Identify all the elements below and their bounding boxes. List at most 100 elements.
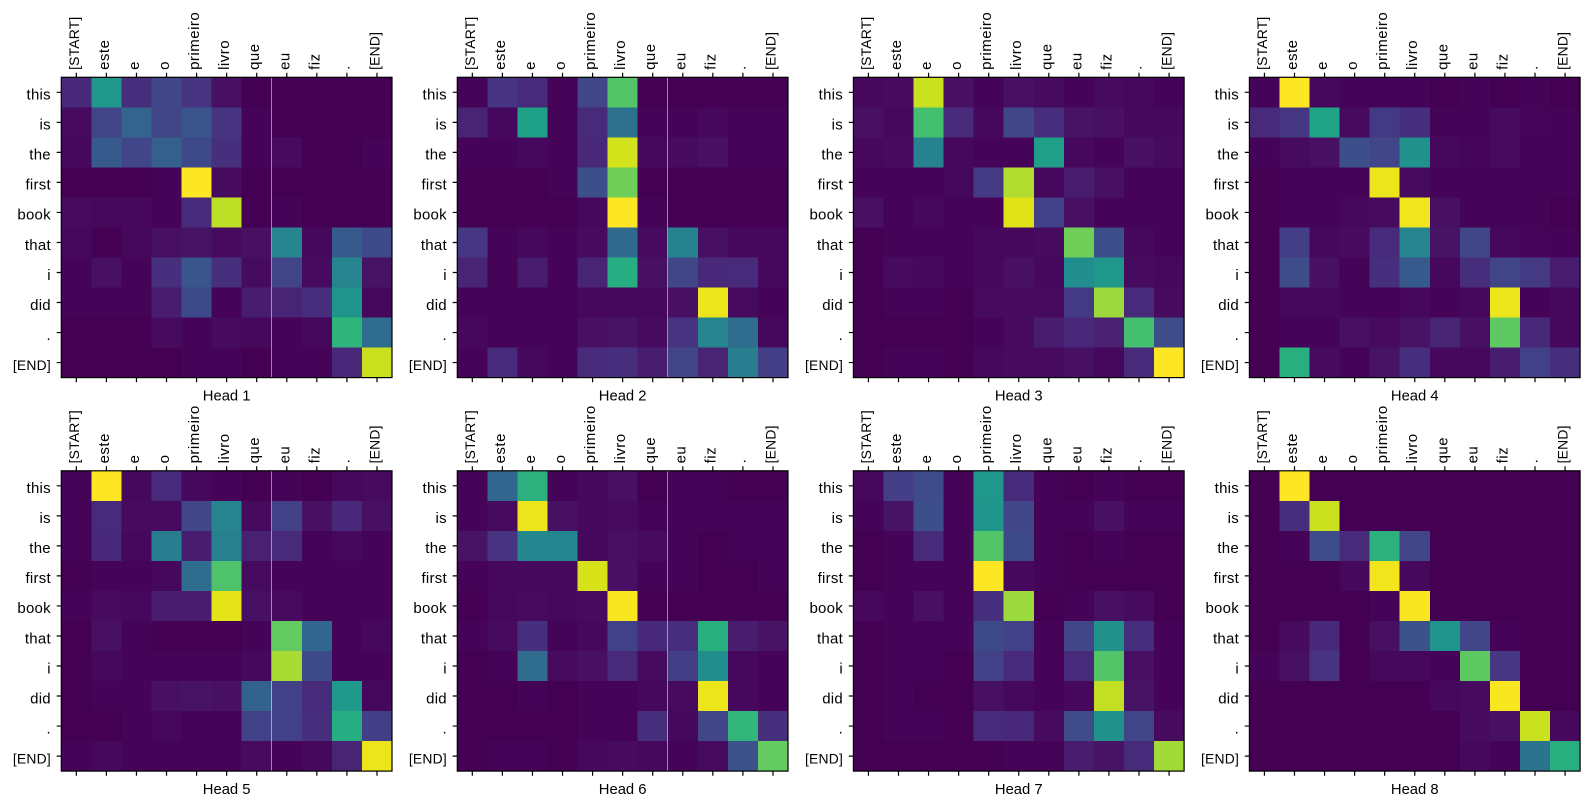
svg-text:[END]: [END] xyxy=(366,32,382,70)
svg-text:the: the xyxy=(425,147,447,164)
svg-text:o: o xyxy=(1344,61,1361,70)
svg-text:[START]: [START] xyxy=(1254,410,1270,463)
svg-text:[END]: [END] xyxy=(409,750,447,766)
svg-text:this: this xyxy=(1215,87,1239,104)
svg-text:[END]: [END] xyxy=(1201,357,1239,373)
svg-text:eu: eu xyxy=(276,52,293,70)
svg-text:fiz: fiz xyxy=(306,447,323,464)
svg-text:.: . xyxy=(1129,459,1146,464)
svg-text:e: e xyxy=(918,61,935,70)
svg-text:o: o xyxy=(948,61,965,70)
svg-text:first: first xyxy=(25,177,51,194)
svg-text:is: is xyxy=(832,510,843,527)
svg-text:e: e xyxy=(522,455,539,464)
svg-text:Head 2: Head 2 xyxy=(599,389,647,405)
svg-text:did: did xyxy=(30,297,51,314)
svg-text:that: that xyxy=(1213,237,1240,254)
svg-text:that: that xyxy=(421,237,448,254)
svg-text:this: this xyxy=(819,480,843,497)
svg-text:eu: eu xyxy=(1068,446,1085,464)
svg-text:e: e xyxy=(126,455,143,464)
svg-text:this: this xyxy=(423,480,447,497)
svg-text:i: i xyxy=(1235,267,1239,284)
svg-text:este: este xyxy=(96,433,113,463)
svg-text:Head 3: Head 3 xyxy=(995,389,1043,405)
svg-text:Head 5: Head 5 xyxy=(203,782,251,798)
svg-text:livro: livro xyxy=(1008,40,1025,70)
svg-text:.: . xyxy=(336,459,353,464)
svg-text:i: i xyxy=(1235,660,1239,677)
svg-text:book: book xyxy=(809,600,843,617)
svg-text:livro: livro xyxy=(612,40,629,70)
svg-text:[END]: [END] xyxy=(409,357,447,373)
svg-text:[START]: [START] xyxy=(462,17,478,70)
svg-text:the: the xyxy=(821,540,843,557)
svg-text:eu: eu xyxy=(276,446,293,464)
svg-text:livro: livro xyxy=(1008,433,1025,463)
svg-text:first: first xyxy=(421,177,447,194)
svg-text:primeiro: primeiro xyxy=(1374,12,1391,70)
svg-text:did: did xyxy=(426,297,447,314)
svg-text:this: this xyxy=(1215,480,1239,497)
svg-text:the: the xyxy=(425,540,447,557)
svg-text:fiz: fiz xyxy=(1494,53,1511,70)
svg-text:that: that xyxy=(421,630,448,647)
svg-text:first: first xyxy=(818,570,844,587)
svg-text:first: first xyxy=(1214,177,1240,194)
svg-text:[END]: [END] xyxy=(1159,32,1175,70)
svg-text:[START]: [START] xyxy=(1254,17,1270,70)
svg-text:the: the xyxy=(1217,147,1239,164)
svg-text:that: that xyxy=(1213,630,1240,647)
svg-text:.: . xyxy=(732,65,749,70)
svg-text:is: is xyxy=(436,510,447,527)
svg-text:.: . xyxy=(442,720,446,737)
svg-text:que: que xyxy=(642,437,659,464)
svg-text:this: this xyxy=(27,480,51,497)
svg-text:.: . xyxy=(1525,459,1542,464)
svg-text:book: book xyxy=(413,600,447,617)
svg-text:eu: eu xyxy=(672,52,689,70)
svg-text:[END]: [END] xyxy=(13,357,51,373)
svg-text:first: first xyxy=(1214,570,1240,587)
svg-text:Head 6: Head 6 xyxy=(599,782,647,798)
svg-text:[END]: [END] xyxy=(1555,32,1571,70)
svg-text:este: este xyxy=(888,40,905,70)
svg-text:did: did xyxy=(1218,297,1239,314)
svg-text:is: is xyxy=(1228,510,1239,527)
svg-text:that: that xyxy=(817,237,844,254)
svg-text:first: first xyxy=(421,570,447,587)
svg-text:que: que xyxy=(246,437,263,464)
svg-text:que: que xyxy=(642,43,659,70)
svg-text:livro: livro xyxy=(216,433,233,463)
svg-text:este: este xyxy=(1284,40,1301,70)
svg-text:e: e xyxy=(1314,455,1331,464)
svg-text:.: . xyxy=(1525,65,1542,70)
svg-text:livro: livro xyxy=(1404,433,1421,463)
svg-text:livro: livro xyxy=(1404,40,1421,70)
svg-text:fiz: fiz xyxy=(1098,53,1115,70)
svg-text:first: first xyxy=(25,570,51,587)
svg-text:este: este xyxy=(492,433,509,463)
svg-text:eu: eu xyxy=(1068,52,1085,70)
svg-text:is: is xyxy=(40,117,51,134)
svg-text:first: first xyxy=(818,177,844,194)
svg-text:[START]: [START] xyxy=(66,410,82,463)
svg-text:i: i xyxy=(839,267,843,284)
svg-text:that: that xyxy=(25,237,52,254)
svg-text:que: que xyxy=(1434,437,1451,464)
svg-text:[END]: [END] xyxy=(13,750,51,766)
svg-text:Head 4: Head 4 xyxy=(1391,389,1439,405)
svg-text:[END]: [END] xyxy=(366,425,382,463)
svg-text:primeiro: primeiro xyxy=(186,405,203,463)
svg-text:[END]: [END] xyxy=(1159,425,1175,463)
svg-text:que: que xyxy=(1038,437,1055,464)
svg-text:.: . xyxy=(839,720,843,737)
svg-text:que: que xyxy=(1038,43,1055,70)
svg-text:fiz: fiz xyxy=(1098,447,1115,464)
svg-text:.: . xyxy=(46,327,50,344)
svg-text:did: did xyxy=(822,297,843,314)
svg-text:[END]: [END] xyxy=(1201,750,1239,766)
svg-text:Head 8: Head 8 xyxy=(1391,782,1439,798)
svg-text:[START]: [START] xyxy=(462,410,478,463)
svg-text:primeiro: primeiro xyxy=(1374,405,1391,463)
